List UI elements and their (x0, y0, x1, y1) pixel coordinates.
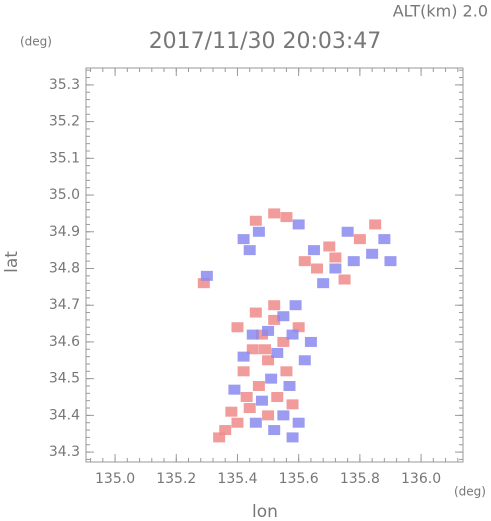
radar-cell (292, 322, 305, 333)
radar-cell (353, 234, 366, 245)
radar-cell (268, 208, 281, 219)
radar-cell (292, 219, 305, 230)
radar-cell (249, 307, 262, 318)
radar-cell (329, 252, 342, 263)
radar-cell (255, 395, 268, 406)
radar-cell (219, 425, 232, 436)
radar-cell (246, 344, 259, 355)
radar-cell (268, 300, 281, 311)
radar-cell (197, 278, 210, 289)
radar-cell (225, 406, 238, 417)
radar-cell (231, 417, 244, 428)
radar-cell (280, 366, 293, 377)
radar-cell (200, 270, 213, 281)
x-tick-label: 135.6 (279, 471, 319, 487)
plot-frame (85, 67, 464, 463)
radar-cell (240, 392, 253, 403)
radar-cell (268, 425, 281, 436)
y-label: lat (2, 251, 22, 273)
radar-cell (271, 347, 284, 358)
radar-cell (249, 417, 262, 428)
radar-cell (283, 380, 296, 391)
radar-cell (231, 322, 244, 333)
radar-cell (286, 432, 299, 443)
radar-cell (369, 219, 382, 230)
radar-cell (277, 336, 290, 347)
radar-cell (249, 215, 262, 226)
x-label: lon (252, 502, 278, 521)
subtitle: ALT(km) 2.0 (393, 2, 488, 21)
radar-cell (243, 403, 256, 414)
radar-cell (280, 212, 293, 223)
radar-cell (311, 263, 324, 274)
radar-cell (292, 417, 305, 428)
radar-cell (289, 300, 302, 311)
y-tick-label: 35.2 (49, 114, 80, 130)
radar-cell (259, 344, 272, 355)
radar-cell (298, 355, 311, 366)
y-tick-label: 34.9 (49, 224, 80, 240)
radar-cell (366, 248, 379, 259)
y-tick-label: 35.0 (49, 187, 80, 203)
y-tick-label: 34.5 (49, 371, 80, 387)
radar-cell (286, 399, 299, 410)
radar-cell (262, 355, 275, 366)
radar-cell (317, 278, 330, 289)
radar-cell (286, 329, 299, 340)
radar-cell (277, 311, 290, 322)
radar-cell (265, 373, 278, 384)
radar-cell (378, 234, 391, 245)
y-tick-label: 34.4 (49, 407, 80, 423)
radar-cell (237, 366, 250, 377)
radar-cell (347, 256, 360, 267)
radar-cell (329, 263, 342, 274)
radar-cell (237, 234, 250, 245)
x-tick-label: 135.8 (340, 471, 380, 487)
radar-cell (255, 329, 268, 340)
radar-cell (298, 256, 311, 267)
y-tick-label: 35.3 (49, 77, 80, 93)
x-unit: (deg) (454, 485, 486, 499)
radar-cell (341, 226, 354, 237)
y-tick-label: 34.3 (49, 444, 80, 460)
y-tick-label: 34.6 (49, 334, 80, 350)
x-tick-label: 135.0 (95, 471, 135, 487)
radar-cell (271, 392, 284, 403)
radar-cell (307, 245, 320, 256)
radar-cell (213, 432, 226, 443)
radar-cell (246, 329, 259, 340)
x-tick-label: 135.4 (217, 471, 257, 487)
y-tick-label: 34.7 (49, 297, 80, 313)
radar-cell (243, 245, 256, 256)
y-unit: (deg) (20, 35, 52, 49)
radar-cell (338, 274, 351, 285)
y-tick-label: 35.1 (49, 150, 80, 166)
x-tick-label: 136.0 (401, 471, 441, 487)
x-tick-label: 135.2 (156, 471, 196, 487)
chart-title: 2017/11/30 20:03:47 (149, 29, 382, 54)
radar-cell (268, 314, 281, 325)
radar-cell (262, 325, 275, 336)
radar-cell (384, 256, 397, 267)
radar-cell (304, 336, 317, 347)
radar-cell (252, 380, 265, 391)
radar-cell (252, 226, 265, 237)
radar-cell (228, 384, 241, 395)
radar-cell (277, 410, 290, 421)
y-tick-label: 34.8 (49, 260, 80, 276)
radar-cell (262, 410, 275, 421)
radar-cell (237, 351, 250, 362)
radar-cell (323, 241, 336, 252)
